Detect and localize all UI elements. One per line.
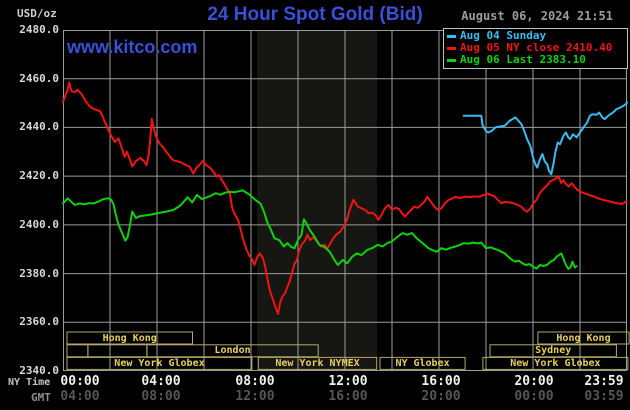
session-label-new-york-nymex: New York NYMEX bbox=[275, 357, 360, 369]
y-tick-label: 2360.0 bbox=[19, 315, 59, 329]
nymex-floor-session-band bbox=[257, 30, 377, 371]
series-line-aug-05 bbox=[62, 81, 628, 315]
x-tick-gmt: 16:00 bbox=[328, 389, 368, 404]
y-tick-label: 2340.0 bbox=[19, 364, 59, 377]
session-box bbox=[379, 356, 466, 370]
session-box bbox=[66, 331, 193, 345]
session-box bbox=[66, 344, 89, 358]
chart-title: 24 Hour Spot Gold (Bid) bbox=[207, 4, 423, 25]
y-tick-label: 2400.0 bbox=[19, 217, 59, 231]
series-line-aug-04-sunday bbox=[462, 101, 628, 176]
x-tick-ny-time: 08:00 bbox=[235, 374, 275, 389]
legend-color-dash bbox=[447, 58, 456, 62]
gridlines bbox=[63, 30, 627, 371]
session-box bbox=[482, 356, 629, 370]
legend-color-dash bbox=[447, 34, 456, 38]
x-tick-ny-time: 16:00 bbox=[421, 374, 461, 389]
session-label-new-york-globex: New York Globex bbox=[114, 357, 205, 369]
x-tick-ny-time: 23:59 bbox=[584, 374, 624, 389]
x-tick-ny-time: 20:00 bbox=[514, 374, 554, 389]
legend-item-label: Aug 05 NY close 2410.40 bbox=[460, 41, 613, 54]
x-tick-gmt: 12:00 bbox=[235, 389, 275, 404]
x-tick-gmt: 20:00 bbox=[421, 389, 461, 404]
session-label-ny-globex: NY Globex bbox=[395, 357, 450, 369]
x-tick-ny-time: 00:00 bbox=[60, 374, 100, 389]
session-box bbox=[489, 344, 617, 358]
kitco-watermark-link[interactable]: www.kitco.com bbox=[67, 37, 198, 57]
legend-item: Aug 04 Sunday bbox=[444, 30, 627, 42]
session-box bbox=[146, 344, 319, 358]
y-tick-label: 2480.0 bbox=[19, 23, 59, 36]
session-label-london: London bbox=[214, 345, 251, 357]
legend-item-label: Aug 04 Sunday bbox=[460, 29, 547, 42]
datetime-label: August 06, 2024 21:51 bbox=[461, 9, 613, 23]
legend-item: Aug 05 NY close 2410.40 bbox=[444, 42, 627, 54]
legend-item: Aug 06 Last 2383.10 bbox=[444, 54, 627, 66]
x-tick-gmt: 00:00 bbox=[514, 389, 554, 404]
session-box bbox=[537, 331, 630, 345]
x-tick-ny-time: 04:00 bbox=[141, 374, 181, 389]
x-tick-gmt: 08:00 bbox=[141, 389, 181, 404]
session-label-new-york-globex: New York Globex bbox=[510, 357, 601, 369]
y-tick-label: 2380.0 bbox=[19, 266, 59, 280]
x-axis-ny-time-label: NY Time bbox=[8, 377, 51, 388]
session-box bbox=[257, 356, 378, 370]
legend-color-dash bbox=[447, 46, 456, 50]
x-axis-gmt-label: GMT bbox=[31, 391, 51, 404]
legend-box: Aug 04 Sunday Aug 05 NY close 2410.40 Aug … bbox=[443, 28, 628, 69]
y-tick-label: 2420.0 bbox=[19, 169, 59, 183]
series-line-aug-06 bbox=[62, 189, 578, 270]
session-label-sydney: Sydney bbox=[535, 345, 572, 357]
x-tick-gmt: 04:00 bbox=[60, 389, 100, 404]
y-tick-label: 2440.0 bbox=[19, 120, 59, 134]
x-tick-gmt: 03:59 bbox=[584, 389, 624, 404]
session-label-hong-kong: Hong Kong bbox=[556, 332, 611, 344]
units-label: USD/oz bbox=[17, 7, 57, 20]
session-box bbox=[87, 344, 148, 358]
legend-item-label: Aug 06 Last 2383.10 bbox=[460, 53, 586, 66]
y-tick-label: 2460.0 bbox=[19, 71, 59, 85]
x-tick-ny-time: 12:00 bbox=[328, 374, 368, 389]
session-label-hong-kong: Hong Kong bbox=[102, 332, 157, 344]
session-box bbox=[66, 356, 253, 370]
